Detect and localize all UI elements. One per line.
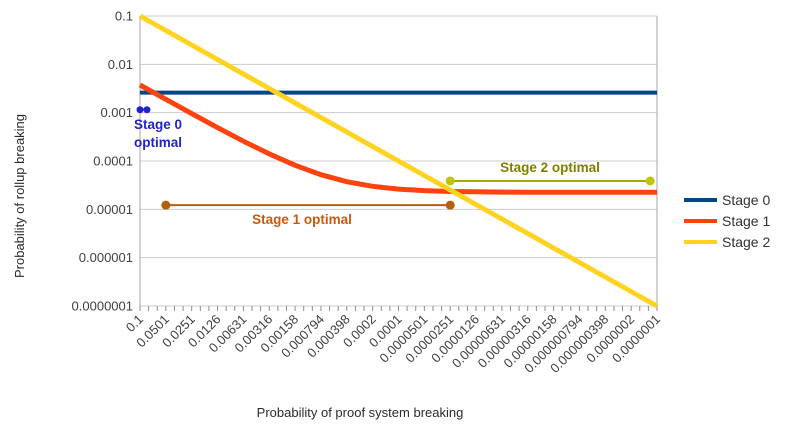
- axis-ticks: 0.10.05010.02510.01260.006310.003160.001…: [123, 306, 663, 376]
- y-tick-label: 0.0001: [93, 154, 133, 169]
- annotation-dot-stage2-end: [645, 176, 655, 186]
- y-tick-label: 0.000001: [79, 250, 133, 265]
- legend-item-label: Stage 0: [722, 192, 770, 208]
- legend: Stage 0 Stage 1 Stage 2: [684, 192, 770, 250]
- y-tick-label: 0.1: [115, 9, 133, 24]
- y-tick-label: 0.00001: [86, 202, 133, 217]
- annotation-dot-stage2-start: [445, 176, 455, 186]
- annotation-dot-stage0-end: [143, 106, 151, 114]
- y-axis-title: Probability of rollup breaking: [12, 114, 27, 278]
- annotation-dot-stage1-end: [445, 200, 455, 210]
- annotation-label-line: Stage 1 optimal: [252, 212, 352, 227]
- annotations: Stage 0 optimal Stage 1 optimal Stage 2 opt…: [134, 106, 655, 227]
- legend-item-label: Stage 1: [722, 213, 770, 229]
- annotation-dot-stage1-start: [161, 200, 171, 210]
- annotation-label-line: optimal: [134, 135, 182, 150]
- annotation-dot-stage0-start: [136, 106, 144, 114]
- y-tick-label: 0.001: [100, 105, 133, 120]
- annotation-label-stage1: Stage 1 optimal: [252, 212, 352, 227]
- y-tick-label: 0.0000001: [72, 299, 133, 314]
- annotation-label-stage0: Stage 0 optimal: [134, 117, 182, 150]
- legend-item-stage-2: Stage 2: [684, 234, 770, 250]
- series-lines: [138, 13, 659, 309]
- annotation-label-line: Stage 0: [134, 117, 182, 132]
- legend-item-stage-0: Stage 0: [684, 192, 770, 208]
- legend-item-stage-1: Stage 1: [684, 213, 770, 229]
- annotation-label-line: Stage 2 optimal: [500, 160, 600, 175]
- series-line-stage-2: [138, 13, 659, 309]
- series-line-stage-1: [138, 82, 657, 195]
- y-tick-label: 0.01: [108, 57, 133, 72]
- annotation-label-stage2: Stage 2 optimal: [500, 160, 600, 175]
- x-axis-title: Probability of proof system breaking: [257, 405, 464, 420]
- legend-item-label: Stage 2: [722, 234, 770, 250]
